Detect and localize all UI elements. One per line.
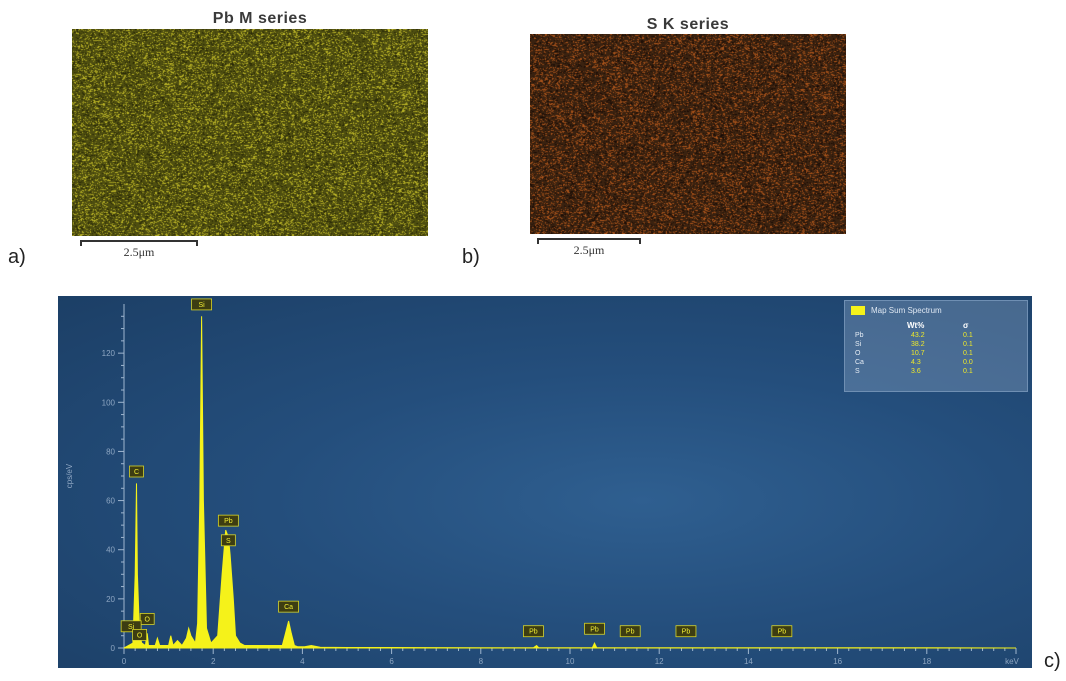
map-a-image (72, 29, 428, 236)
peak-label: O (144, 616, 150, 623)
legend-col-wt: Wt% (907, 321, 925, 330)
x-axis-label: keV (1005, 657, 1019, 666)
legend-row: Ca 4.3 0.0 (845, 359, 1027, 368)
x-tick-label: 2 (211, 657, 216, 666)
peak-label: Ca (284, 604, 293, 611)
peak-label: Si (128, 624, 135, 631)
scale-bar-b-label: 2.5μm (573, 243, 605, 257)
y-tick-label: 100 (102, 398, 116, 407)
peak-label: Si (198, 302, 205, 309)
legend-wt-value: 10.7 (911, 350, 925, 357)
legend-element: Si (855, 341, 862, 348)
legend-series-name: Map Sum Spectrum (871, 306, 942, 315)
panel-c-label: c) (1044, 650, 1061, 672)
peak-label: S (226, 538, 231, 545)
peak-label-box (220, 534, 236, 547)
legend-wt-value: 43.2 (911, 332, 925, 339)
legend-wt-value: 38.2 (911, 341, 925, 348)
legend-col-sigma: σ (963, 321, 969, 330)
x-tick-label: 14 (744, 657, 753, 666)
legend-element: S (855, 368, 860, 375)
peak-label: Pb (778, 629, 787, 636)
legend-wt-value: 4.3 (911, 359, 921, 366)
peak-label-box (120, 620, 142, 633)
legend-element: O (855, 350, 861, 357)
legend-wt-value: 3.6 (911, 368, 921, 375)
x-tick-label: 0 (122, 657, 127, 666)
legend-element: Pb (855, 332, 864, 339)
y-axis-label: cps/eV (65, 463, 74, 488)
map-b-title: S K series (646, 16, 730, 33)
peak-label: O (137, 632, 143, 639)
panel-a-label: a) (8, 246, 26, 268)
map-b-image (530, 34, 846, 234)
x-tick-label: 6 (389, 657, 394, 666)
legend-row: O 10.7 0.1 (845, 350, 1027, 359)
x-tick-label: 16 (833, 657, 842, 666)
legend-swatch-yellow (851, 306, 865, 315)
peak-label: Pb (529, 629, 538, 636)
legend: Map Sum Spectrum Wt% σ Pb 43.2 0.1 Si 38.2 0.… (844, 300, 1028, 392)
legend-row: Pb 43.2 0.1 (845, 332, 1027, 341)
y-tick-label: 80 (106, 447, 115, 456)
peak-label: C (134, 469, 139, 476)
scale-bar-b: 2.5μm (537, 238, 641, 258)
peak-label-box (132, 628, 148, 641)
y-tick-label: 40 (106, 546, 115, 555)
map-b-canvas (530, 34, 846, 234)
scale-bar-a: 2.5μm (80, 240, 198, 260)
peak-label: Pb (682, 629, 691, 636)
map-a-canvas (72, 29, 428, 236)
peak-label: Pb (626, 629, 635, 636)
x-tick-label: 10 (566, 657, 575, 666)
legend-sigma-value: 0.1 (963, 350, 973, 357)
scale-bar-b-line (537, 238, 641, 244)
map-a-title: Pb M series (212, 10, 308, 27)
legend-sigma-value: 0.1 (963, 332, 973, 339)
peak-label-box (523, 625, 544, 638)
legend-row: S 3.6 0.1 (845, 368, 1027, 377)
peak-label-box (619, 625, 641, 638)
legend-sigma-value: 0.0 (963, 359, 973, 366)
x-tick-label: 18 (922, 657, 931, 666)
legend-element: Ca (855, 359, 864, 366)
peak-label-box (584, 622, 605, 635)
peak-label-box (129, 465, 144, 478)
y-tick-label: 120 (102, 349, 116, 358)
y-tick-label: 20 (106, 595, 115, 604)
panel-b-label: b) (462, 246, 480, 268)
peak-label: Pb (224, 518, 233, 525)
peak-label-box (675, 625, 697, 638)
peak-label-box (217, 514, 239, 527)
peak-label: Pb (590, 626, 599, 633)
eds-spectrum-chart: 0 2 4 6 8 10 12 14 16 18 keV 0 20 40 60 80 100 120 cps/eV S… (58, 296, 1032, 668)
spectrum-plot: 0 2 4 6 8 10 12 14 16 18 keV 0 20 40 60 80 100 120 cps/eV S… (65, 298, 1020, 666)
legend-sigma-value: 0.1 (963, 341, 973, 348)
scale-bar-a-label: 2.5μm (123, 245, 155, 259)
peak-label-box (191, 298, 213, 311)
peak-label-box (139, 613, 155, 625)
legend-sigma-value: 0.1 (963, 368, 973, 375)
x-tick-label: 8 (479, 657, 484, 666)
y-tick-label: 0 (111, 644, 116, 653)
x-tick-label: 4 (300, 657, 305, 666)
spectrum-series-fill (123, 316, 1017, 649)
y-tick-label: 60 (106, 497, 115, 506)
legend-row: Si 38.2 0.1 (845, 341, 1027, 350)
scale-bar-a-line (80, 240, 198, 246)
x-tick-label: 12 (655, 657, 664, 666)
peak-label-box (278, 600, 299, 613)
peak-label-box (771, 625, 793, 638)
